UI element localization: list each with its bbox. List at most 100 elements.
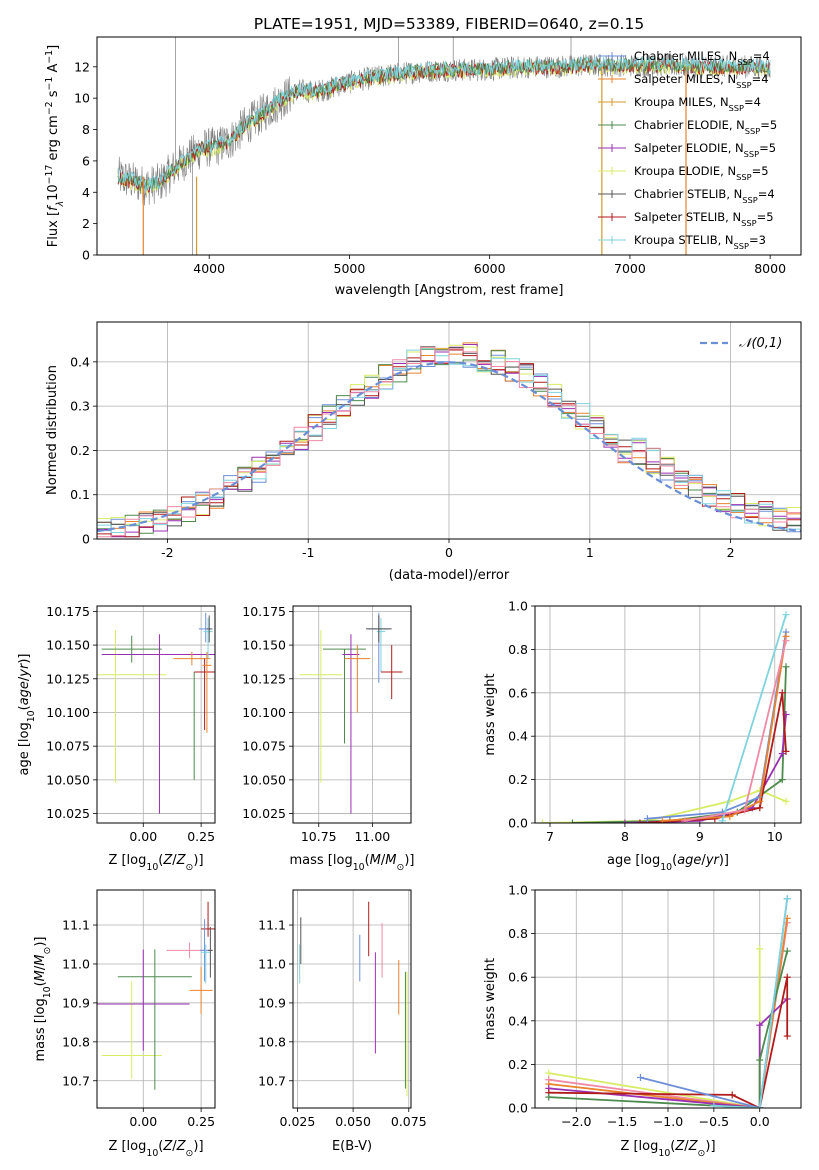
plot-area xyxy=(545,895,791,1108)
y-tick-label: 10.075 xyxy=(242,739,286,754)
y-tick-label: 11.0 xyxy=(62,956,90,971)
x-tick-label: 7 xyxy=(546,829,554,844)
y-axis-label: age [log10(age/yr)] xyxy=(17,653,37,775)
x-tick-label: 0.00 xyxy=(129,1114,157,1129)
legend-label: Salpeter MILES, NSSP=4 xyxy=(634,72,769,90)
y-tick-label: 10.9 xyxy=(258,995,286,1010)
y-tick-label: 11.1 xyxy=(62,918,90,933)
axes-frame xyxy=(292,605,412,824)
y-tick-label: 10 xyxy=(74,91,90,106)
y-axis-label: mass weight xyxy=(483,673,498,755)
y-tick-label: 10.150 xyxy=(46,638,90,653)
y-axis-label: Flux [fλ10−17 erg cm−2 s−1 A−1] xyxy=(44,45,66,247)
y-tick-label: 6 xyxy=(82,153,90,168)
plot-area xyxy=(299,901,408,1097)
legend-label: Kroupa MILES, NSSP=4 xyxy=(634,95,761,113)
y-axis-label: Normed distribution xyxy=(45,365,60,495)
y-tick-label: 10.125 xyxy=(46,671,90,686)
weight-series-line xyxy=(639,692,787,823)
y-tick-label: 10.150 xyxy=(242,638,286,653)
panel-weight_vs_age: 7 8 9 10 0.0 0.2 0.4 0.6 0.8 1.0 age [log10(age/yr… xyxy=(483,599,802,873)
legend-label: Salpeter STELIB, NSSP=5 xyxy=(634,210,774,228)
y-tick-label: 10.8 xyxy=(62,1034,90,1049)
x-axis-label: Z [log10(Z/Z⊙)] xyxy=(108,853,203,873)
y-tick-label: 0.6 xyxy=(508,970,528,985)
x-tick-label: 4000 xyxy=(193,261,225,276)
y-tick-label: 4 xyxy=(82,185,90,200)
panel-age_vs_mass: 10.75 11.00 10.025 10.050 10.075 10.100 10.125… xyxy=(242,604,414,873)
x-tick-label: 0.25 xyxy=(187,829,215,844)
y-tick-label: 12 xyxy=(74,59,90,74)
x-tick-label: 0 xyxy=(445,545,453,560)
y-tick-label: 10.8 xyxy=(258,1034,286,1049)
legend-label: Chabrier ELODIE, NSSP=5 xyxy=(634,118,777,136)
y-tick-label: 0 xyxy=(82,532,90,547)
plot-area xyxy=(117,37,771,255)
x-tick-label: 0.050 xyxy=(335,1114,371,1129)
axes-frame xyxy=(96,36,802,256)
x-tick-label: 0.00 xyxy=(129,829,157,844)
y-tick-label: 10.175 xyxy=(242,604,286,619)
plot-area xyxy=(97,342,801,538)
y-axis-label: mass [log10(M/M⊙)] xyxy=(33,937,53,1062)
y-tick-label: 10.7 xyxy=(62,1073,90,1088)
model-spectrum-line xyxy=(117,55,771,192)
panel-spectrum: 4000 5000 6000 7000 8000 0 2 4 6 8 10 12 Chabrier MI… xyxy=(44,36,802,298)
y-tick-label: 2 xyxy=(82,216,90,231)
y-tick-label: 0.4 xyxy=(70,354,90,369)
x-tick-label: 2 xyxy=(727,545,735,560)
legend: Chabrier MILES, NSSP=4 Salpeter MILES, NS… xyxy=(598,49,777,251)
panel-age_vs_Z: 0.00 0.25 10.025 10.050 10.075 10.100 10.125 10… xyxy=(17,604,216,873)
plot-area xyxy=(97,901,215,1090)
y-tick-label: 10.050 xyxy=(46,772,90,787)
x-tick-label: 0.25 xyxy=(187,1114,215,1129)
panel-mass_vs_ebv: 0.025 0.050 0.075 10.7 10.8 10.9 11.0 11.1 E(B-V… xyxy=(258,889,427,1154)
x-tick-label: 6000 xyxy=(474,261,506,276)
x-tick-label: −0.5 xyxy=(699,1114,729,1129)
legend-label: Kroupa STELIB, NSSP=3 xyxy=(634,233,766,251)
axes-frame xyxy=(96,605,216,824)
plot-area xyxy=(97,612,215,814)
panel-weight_vs_Z: −2.0 −1.5 −1.0 −0.5 0.0 0.0 0.2 0.4 0.6 0.8 1.0 Z [… xyxy=(483,883,802,1159)
x-axis-label: mass [log10(M/M⊙)] xyxy=(290,853,415,873)
legend-label: Chabrier STELIB, NSSP=4 xyxy=(634,187,775,205)
y-tick-label: 11.0 xyxy=(258,956,286,971)
plot-area xyxy=(299,612,403,814)
weight-series-line xyxy=(548,948,761,1108)
x-tick-label: −1.0 xyxy=(653,1114,683,1129)
x-axis-label: Z [log10(Z/Z⊙)] xyxy=(620,1139,715,1159)
y-tick-label: 10.7 xyxy=(258,1073,286,1088)
y-tick-label: 0 xyxy=(82,248,90,263)
y-tick-label: 10.025 xyxy=(242,806,286,821)
x-tick-label: −2.0 xyxy=(561,1114,591,1129)
x-tick-label: -2 xyxy=(161,545,173,560)
x-tick-label: 7000 xyxy=(614,261,646,276)
y-tick-label: 10.9 xyxy=(62,995,90,1010)
y-tick-label: 10.075 xyxy=(46,739,90,754)
y-tick-label: 0.0 xyxy=(508,816,528,831)
axes-frame xyxy=(96,889,216,1109)
y-tick-label: 0.1 xyxy=(70,487,90,502)
x-axis-label: E(B-V) xyxy=(332,1139,372,1154)
x-axis-label: Z [log10(Z/Z⊙)] xyxy=(108,1139,203,1159)
y-axis-label: mass weight xyxy=(483,958,498,1040)
y-tick-label: 0.2 xyxy=(508,1057,528,1072)
axes-frame xyxy=(292,889,412,1109)
x-tick-label: 5000 xyxy=(334,261,366,276)
y-tick-label: 0.2 xyxy=(70,443,90,458)
plot-area xyxy=(538,611,790,823)
normal-distribution-curve xyxy=(97,361,801,533)
figure-title: PLATE=1951, MJD=53389, FIBERID=0640, z=0… xyxy=(254,15,644,33)
y-tick-label: 0.8 xyxy=(508,926,528,941)
x-tick-label: 10.75 xyxy=(301,829,337,844)
x-tick-label: -1 xyxy=(302,545,314,560)
x-tick-label: 0.0 xyxy=(750,1114,770,1129)
x-tick-label: 8 xyxy=(621,829,629,844)
y-tick-label: 0.4 xyxy=(508,1013,528,1028)
axes-frame xyxy=(534,605,802,824)
y-tick-label: 0.8 xyxy=(508,642,528,657)
y-tick-label: 0.3 xyxy=(70,399,90,414)
weight-series-line xyxy=(548,977,789,1108)
